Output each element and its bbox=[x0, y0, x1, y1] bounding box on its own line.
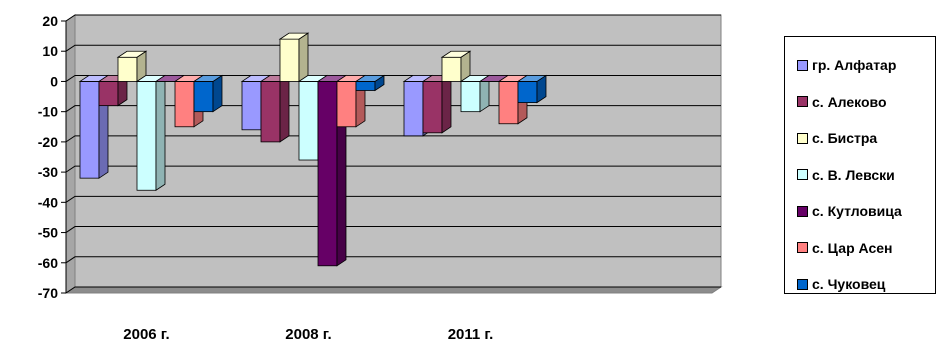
y-tick-label: -30 bbox=[38, 164, 58, 180]
legend-swatch bbox=[797, 242, 808, 253]
bar-side bbox=[155, 74, 166, 191]
y-tick-label: 0 bbox=[50, 73, 58, 89]
legend-swatch bbox=[797, 169, 808, 180]
bar-front bbox=[441, 56, 462, 82]
bar bbox=[192, 74, 224, 113]
bar-front bbox=[279, 38, 300, 82]
bar-side bbox=[298, 32, 309, 83]
bar-front bbox=[403, 81, 424, 137]
bar bbox=[278, 32, 310, 83]
legend-label: с. Чуковец bbox=[812, 276, 886, 292]
legend-label: с. Алеково bbox=[812, 93, 887, 110]
legend-item: с. Цар Асен bbox=[797, 239, 893, 257]
x-axis: 2006 г. 2008 г. 2011 г. bbox=[123, 326, 493, 341]
y-tick-label: -20 bbox=[38, 134, 58, 150]
bar bbox=[516, 74, 548, 104]
gridline bbox=[65, 195, 721, 203]
bar-top bbox=[278, 32, 310, 40]
bar-front bbox=[517, 81, 538, 103]
bar-front bbox=[260, 81, 281, 143]
legend-item: с. Алеково bbox=[797, 93, 887, 111]
bar-front bbox=[117, 56, 138, 82]
legend-item: с. Бистра bbox=[797, 129, 877, 147]
x-tick-label: 2006 г. bbox=[123, 326, 169, 341]
bar bbox=[116, 50, 148, 83]
y-tick-label: -10 bbox=[38, 104, 58, 120]
floor bbox=[64, 286, 723, 294]
gridline bbox=[65, 14, 721, 22]
gridline bbox=[65, 44, 721, 52]
y-tick-label: -70 bbox=[38, 285, 58, 301]
legend-label: с. Кутловица bbox=[812, 203, 902, 219]
legend-swatch bbox=[797, 205, 808, 217]
bar bbox=[354, 74, 386, 92]
gridline bbox=[65, 256, 721, 264]
bar-front bbox=[422, 81, 443, 134]
legend-item: с. Кутловица bbox=[797, 202, 902, 220]
y-axis: 20 10 0 -10 -20 -30 -40 -50 -60 -70 bbox=[38, 13, 67, 301]
x-tick-label: 2008 г. bbox=[285, 326, 331, 341]
bar bbox=[259, 74, 291, 143]
y-tick-label: -40 bbox=[38, 194, 58, 210]
bar-front bbox=[193, 81, 214, 113]
gridline bbox=[65, 165, 721, 173]
legend-swatch bbox=[797, 278, 808, 290]
bar-top bbox=[192, 75, 224, 82]
bar-side bbox=[279, 74, 290, 143]
bar-front bbox=[136, 81, 157, 191]
bar-front bbox=[98, 81, 119, 107]
bar-front bbox=[298, 81, 319, 161]
gridline bbox=[65, 286, 721, 294]
legend-label: гр. Алфатар bbox=[812, 57, 897, 73]
legend-swatch bbox=[797, 96, 808, 107]
bar-front bbox=[174, 81, 195, 128]
y-tick-label: 10 bbox=[42, 43, 58, 59]
legend-swatch bbox=[797, 132, 808, 144]
bar-top bbox=[354, 75, 386, 82]
grid-lines bbox=[65, 14, 721, 294]
bar-front bbox=[355, 81, 376, 91]
legend: гр. Алфатар с. Алеково с. Бистра с. В. Левс… bbox=[784, 36, 936, 294]
bar-front bbox=[460, 81, 481, 113]
bar-front bbox=[317, 81, 338, 267]
back-wall bbox=[74, 14, 722, 288]
legend-item: гр. Алфатар bbox=[797, 56, 896, 74]
y-tick-label: 20 bbox=[42, 13, 58, 29]
bar-top bbox=[116, 50, 148, 58]
bar bbox=[421, 74, 453, 134]
side-wall bbox=[65, 14, 76, 294]
gridline bbox=[65, 226, 721, 233]
bar-front bbox=[79, 81, 100, 179]
bar bbox=[135, 74, 167, 191]
legend-item: с. Чуковец bbox=[797, 275, 885, 293]
y-tick-label: -60 bbox=[38, 255, 58, 271]
gridline bbox=[65, 135, 721, 143]
bars bbox=[78, 32, 548, 267]
bar bbox=[440, 50, 472, 83]
bar-front bbox=[498, 81, 519, 125]
bar-front bbox=[241, 81, 262, 131]
bar-top bbox=[440, 50, 472, 58]
y-tick-label: -50 bbox=[38, 225, 58, 241]
legend-swatch bbox=[797, 59, 808, 71]
legend-label: с. Цар Асен bbox=[812, 239, 893, 256]
legend-label: с. В. Левски bbox=[812, 166, 895, 183]
bar-front bbox=[336, 81, 357, 128]
bar-side bbox=[441, 74, 452, 134]
legend-item: с. В. Левски bbox=[797, 166, 895, 184]
x-tick-label: 2011 г. bbox=[448, 326, 494, 341]
legend-label: с. Бистра bbox=[812, 130, 878, 146]
bar-top bbox=[516, 75, 548, 82]
